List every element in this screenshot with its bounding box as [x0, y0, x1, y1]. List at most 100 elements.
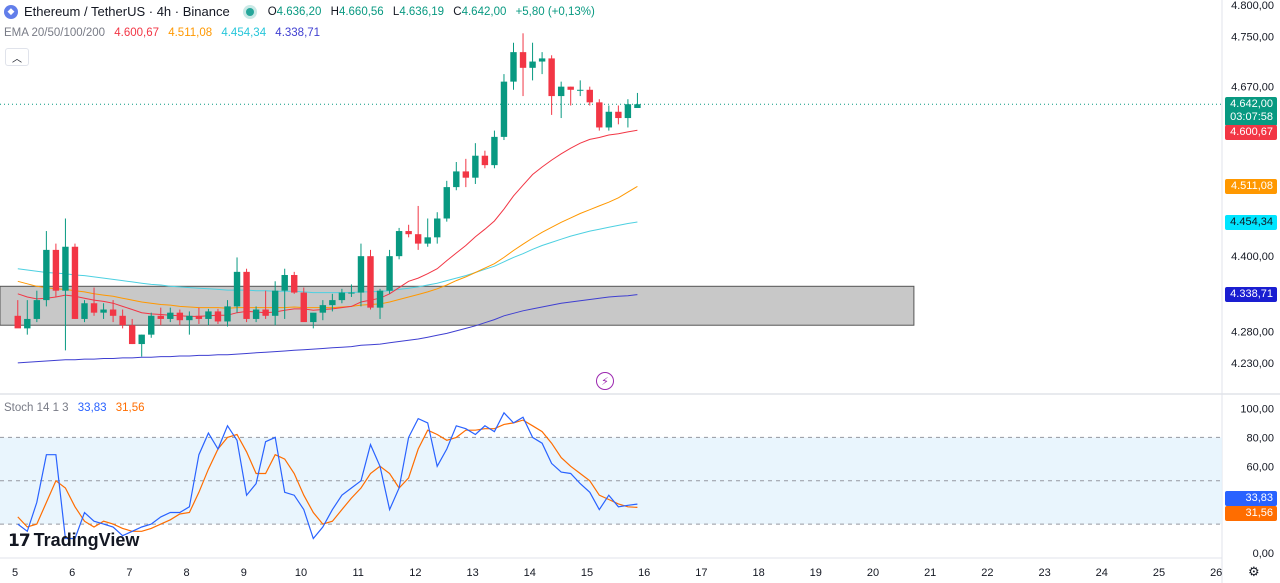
candle — [500, 74, 508, 141]
candle — [510, 42, 517, 90]
candle-body — [224, 306, 231, 322]
candle — [262, 290, 269, 319]
candle-body — [395, 231, 403, 257]
candle — [176, 309, 184, 326]
candle-body — [624, 104, 632, 119]
market-open-icon — [245, 7, 254, 16]
candle-body — [71, 246, 79, 319]
time-tick-label: 19 — [810, 567, 822, 579]
stoch-tick-label: 80,00 — [1246, 432, 1274, 444]
candles-layer — [14, 33, 641, 357]
candle-body — [424, 237, 431, 244]
candle — [128, 318, 136, 345]
ema-lines-layer — [17, 129, 638, 364]
candle — [596, 99, 603, 131]
candle — [205, 308, 212, 326]
candle — [395, 227, 403, 260]
ohlc-open-value: 4.636,20 — [276, 5, 322, 18]
ema-legend[interactable]: EMA 20/50/100/200 4.600,67 4.511,08 4.45… — [4, 27, 326, 39]
tradingview-logo-icon: 17 — [8, 530, 31, 551]
candle — [405, 224, 412, 238]
ohlc-readout: O4.636,20 H4.660,56 L4.636,19 C4.642,00 … — [268, 6, 601, 18]
chevron-up-icon: ︿ — [12, 53, 22, 65]
stoch-tick-label: 0,00 — [1253, 548, 1274, 560]
candle — [195, 307, 203, 324]
candle — [634, 92, 641, 109]
candle — [109, 300, 117, 323]
candle-body — [329, 300, 336, 306]
collapse-legend-button[interactable]: ︿ — [5, 48, 29, 66]
candle — [281, 268, 288, 319]
time-tick-label: 18 — [752, 567, 764, 579]
candle — [472, 143, 479, 184]
candle-body — [577, 89, 584, 91]
candle-body — [167, 312, 174, 319]
candle — [310, 312, 317, 329]
ema50-value: 4.511,08 — [168, 27, 213, 39]
candle-body — [271, 290, 279, 316]
time-tick-label: 7 — [126, 567, 132, 579]
candle — [291, 271, 298, 294]
time-tick-label: 9 — [241, 567, 247, 579]
candle-body — [205, 311, 212, 319]
price-tick-label: 4.800,00 — [1231, 0, 1274, 12]
stoch-pane-layer — [0, 411, 1222, 540]
candle-body — [443, 187, 450, 219]
candle-body — [195, 315, 203, 319]
candle — [138, 334, 145, 357]
stoch-d-line — [17, 419, 638, 532]
candle — [529, 42, 536, 81]
candle-body — [462, 171, 470, 178]
candle-body — [291, 274, 298, 293]
time-tick-label: 24 — [1096, 567, 1108, 579]
candle — [24, 300, 31, 335]
ethereum-icon: ◆ — [4, 4, 18, 19]
price-tick-label: 4.670,00 — [1231, 82, 1274, 94]
candle — [586, 86, 593, 106]
candle-body — [453, 171, 460, 188]
candle-body — [310, 312, 317, 323]
candle — [367, 249, 374, 310]
candle — [376, 288, 384, 319]
candle-body — [138, 334, 145, 345]
candle — [481, 150, 489, 169]
candle-body — [405, 231, 412, 235]
stoch-k-tag: 33,83 — [1225, 490, 1277, 506]
candle — [43, 231, 50, 307]
ema20-value: 4.600,67 — [114, 27, 159, 39]
candle — [548, 55, 555, 115]
stoch-legend[interactable]: Stoch 14 1 3 33,83 31,56 — [4, 402, 151, 414]
candle-body — [519, 52, 527, 68]
time-tick-label: 5 — [12, 567, 18, 579]
candle-body — [14, 315, 21, 329]
candle — [119, 309, 126, 329]
candle — [90, 287, 98, 316]
time-tick-label: 11 — [352, 567, 363, 579]
gear-icon[interactable]: ⚙ — [1248, 565, 1260, 580]
candle — [338, 288, 346, 304]
candle-body — [52, 249, 60, 291]
stoch-d-value: 31,56 — [115, 402, 145, 414]
stoch-label: Stoch 14 1 3 — [4, 402, 69, 414]
candle — [557, 81, 565, 119]
ohlc-high-label: H — [330, 5, 339, 18]
ema200-value: 4.338,71 — [275, 27, 321, 39]
candle-body — [90, 303, 98, 313]
candle — [300, 287, 307, 323]
candle-body — [386, 256, 393, 291]
candle-body — [148, 315, 155, 335]
candle-body — [252, 309, 260, 319]
ohlc-low-label: L — [392, 5, 400, 18]
candle-body — [414, 234, 422, 244]
candle — [567, 86, 574, 106]
symbol-title[interactable]: Ethereum / TetherUS · 4h · Binance — [24, 4, 230, 19]
candle-body — [262, 309, 269, 316]
candle-body — [596, 102, 603, 128]
candle-body — [300, 292, 307, 323]
candle-body — [243, 271, 250, 319]
lightning-icon[interactable]: ⚡ — [596, 372, 614, 390]
candle — [434, 212, 441, 244]
tag-price: 4.642,00 — [1230, 98, 1273, 111]
last-price-tag: 4.642,00 03:07:58 — [1225, 97, 1277, 127]
